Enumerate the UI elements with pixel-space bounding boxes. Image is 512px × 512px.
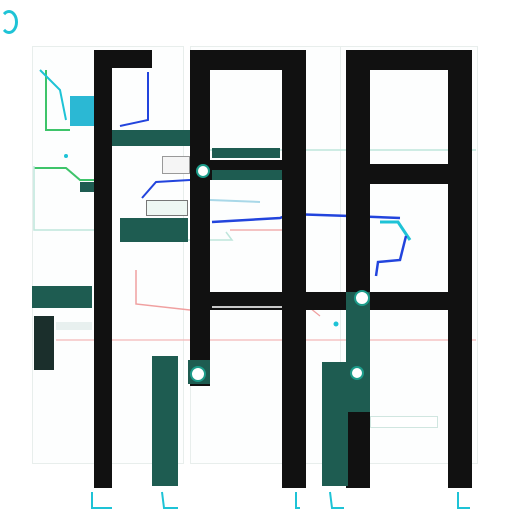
cyan-foot-4 (329, 491, 344, 509)
map-pin-icon (190, 366, 206, 382)
column-3-left-bar (346, 50, 370, 488)
cyan-dot-2 (333, 321, 339, 327)
teal-panel-left-bottom (34, 316, 54, 370)
column-3-right-bar (448, 50, 472, 488)
teal-guide-1 (33, 166, 100, 231)
blue-connector-3 (211, 212, 401, 224)
column-1-top (94, 50, 152, 68)
map-pin-icon (350, 366, 364, 380)
cyan-foot-5 (457, 492, 470, 509)
inner-box-1 (162, 156, 190, 174)
blue-connector-4 (374, 235, 408, 277)
column-2-right-bar (282, 50, 306, 488)
green-connector-1 (45, 70, 70, 131)
inner-box-4 (212, 306, 282, 308)
rail-middle-right (346, 164, 472, 184)
rail-lower (190, 292, 472, 310)
teal-panel-small-3 (80, 182, 94, 192)
green-connector-2 (34, 167, 96, 181)
cyan-dot-1 (64, 154, 68, 158)
inner-box-2 (146, 200, 188, 216)
cyan-foot-3 (295, 492, 300, 509)
blue-connector-2 (141, 179, 191, 199)
teal-panel-small-1 (212, 148, 280, 158)
column-1-bar (94, 50, 112, 488)
center-frame (190, 46, 342, 464)
teal-panel-upper-block (120, 218, 188, 242)
blue-connector-1 (119, 72, 149, 127)
inner-box-3 (370, 416, 438, 428)
teal-panel-left-lower (32, 286, 92, 308)
column-2-left-bar (190, 50, 210, 386)
cyan-foot-1 (91, 492, 112, 509)
cyan-connector-2 (209, 199, 261, 203)
teal-panel-col2-bottom (152, 356, 178, 486)
cyan-foot-2 (161, 491, 178, 509)
red-connector-1 (135, 270, 191, 311)
teal-panel-col3-tower (346, 292, 370, 412)
ring-logo-icon (0, 10, 18, 34)
teal-panel-small-2 (212, 170, 282, 180)
column-3-top (346, 50, 470, 70)
cyan-node (70, 96, 94, 126)
cyan-connector-3 (380, 220, 412, 241)
column-2-top (190, 50, 306, 70)
cyan-connector-1 (39, 69, 67, 121)
map-pin-icon (196, 164, 210, 178)
teal-panel-col3-bottom (322, 362, 348, 486)
inner-box-5 (56, 322, 92, 330)
map-pin-icon (354, 290, 370, 306)
teal-panel-upper-label (112, 130, 190, 146)
